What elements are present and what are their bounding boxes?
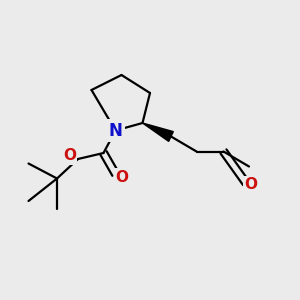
Polygon shape [142, 123, 173, 141]
Text: O: O [244, 177, 257, 192]
Text: O: O [63, 148, 76, 164]
Text: O: O [116, 169, 129, 184]
Text: N: N [109, 122, 122, 140]
